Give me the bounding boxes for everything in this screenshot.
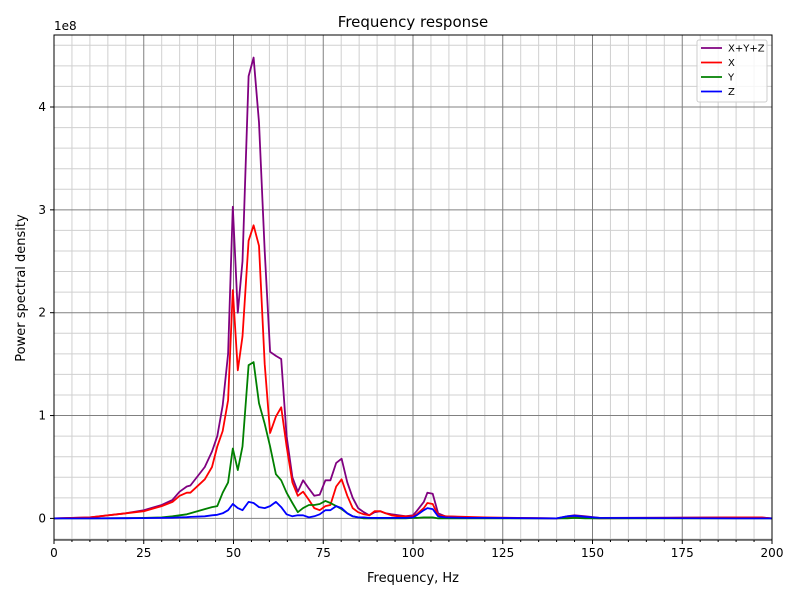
legend-box — [696, 39, 768, 103]
x-tick-label: 100 — [402, 546, 425, 560]
legend-label: X — [728, 58, 735, 69]
x-tick-label: 75 — [316, 546, 331, 560]
axis-ticks: 0 25 50 75 100 125 150 175 200 0 1 2 3 4 — [38, 100, 783, 560]
y-offset-label: 1e8 — [54, 19, 77, 33]
legend-label: X+Y+Z — [728, 44, 765, 55]
x-tick-label: 200 — [761, 546, 784, 560]
x-tick-label: 175 — [671, 546, 694, 560]
x-axis-label: Frequency, Hz — [367, 571, 459, 586]
series-line-y — [54, 361, 772, 520]
x-tick-label: 150 — [581, 546, 604, 560]
legend: X+Y+Z XYZ — [696, 39, 768, 103]
legend-label: Z — [728, 87, 735, 98]
series-line-x — [53, 224, 773, 520]
y-tick-label: 3 — [38, 203, 46, 217]
legend-label: Y — [727, 73, 735, 84]
series-line-z — [54, 500, 772, 520]
x-tick-label: 125 — [491, 546, 514, 560]
series-lines — [53, 56, 773, 520]
y-tick-label: 4 — [38, 100, 46, 114]
x-tick-label: 0 — [50, 546, 58, 560]
grid — [53, 35, 773, 540]
y-tick-label: 0 — [38, 511, 46, 525]
x-tick-label: 50 — [226, 546, 241, 560]
plot-frame — [53, 34, 773, 541]
x-tick-label: 25 — [136, 546, 151, 560]
y-tick-label: 1 — [38, 409, 46, 423]
chart-title: Frequency response — [338, 13, 488, 31]
y-tick-label: 2 — [38, 306, 46, 320]
y-axis-label: Power spectral density — [14, 214, 29, 362]
